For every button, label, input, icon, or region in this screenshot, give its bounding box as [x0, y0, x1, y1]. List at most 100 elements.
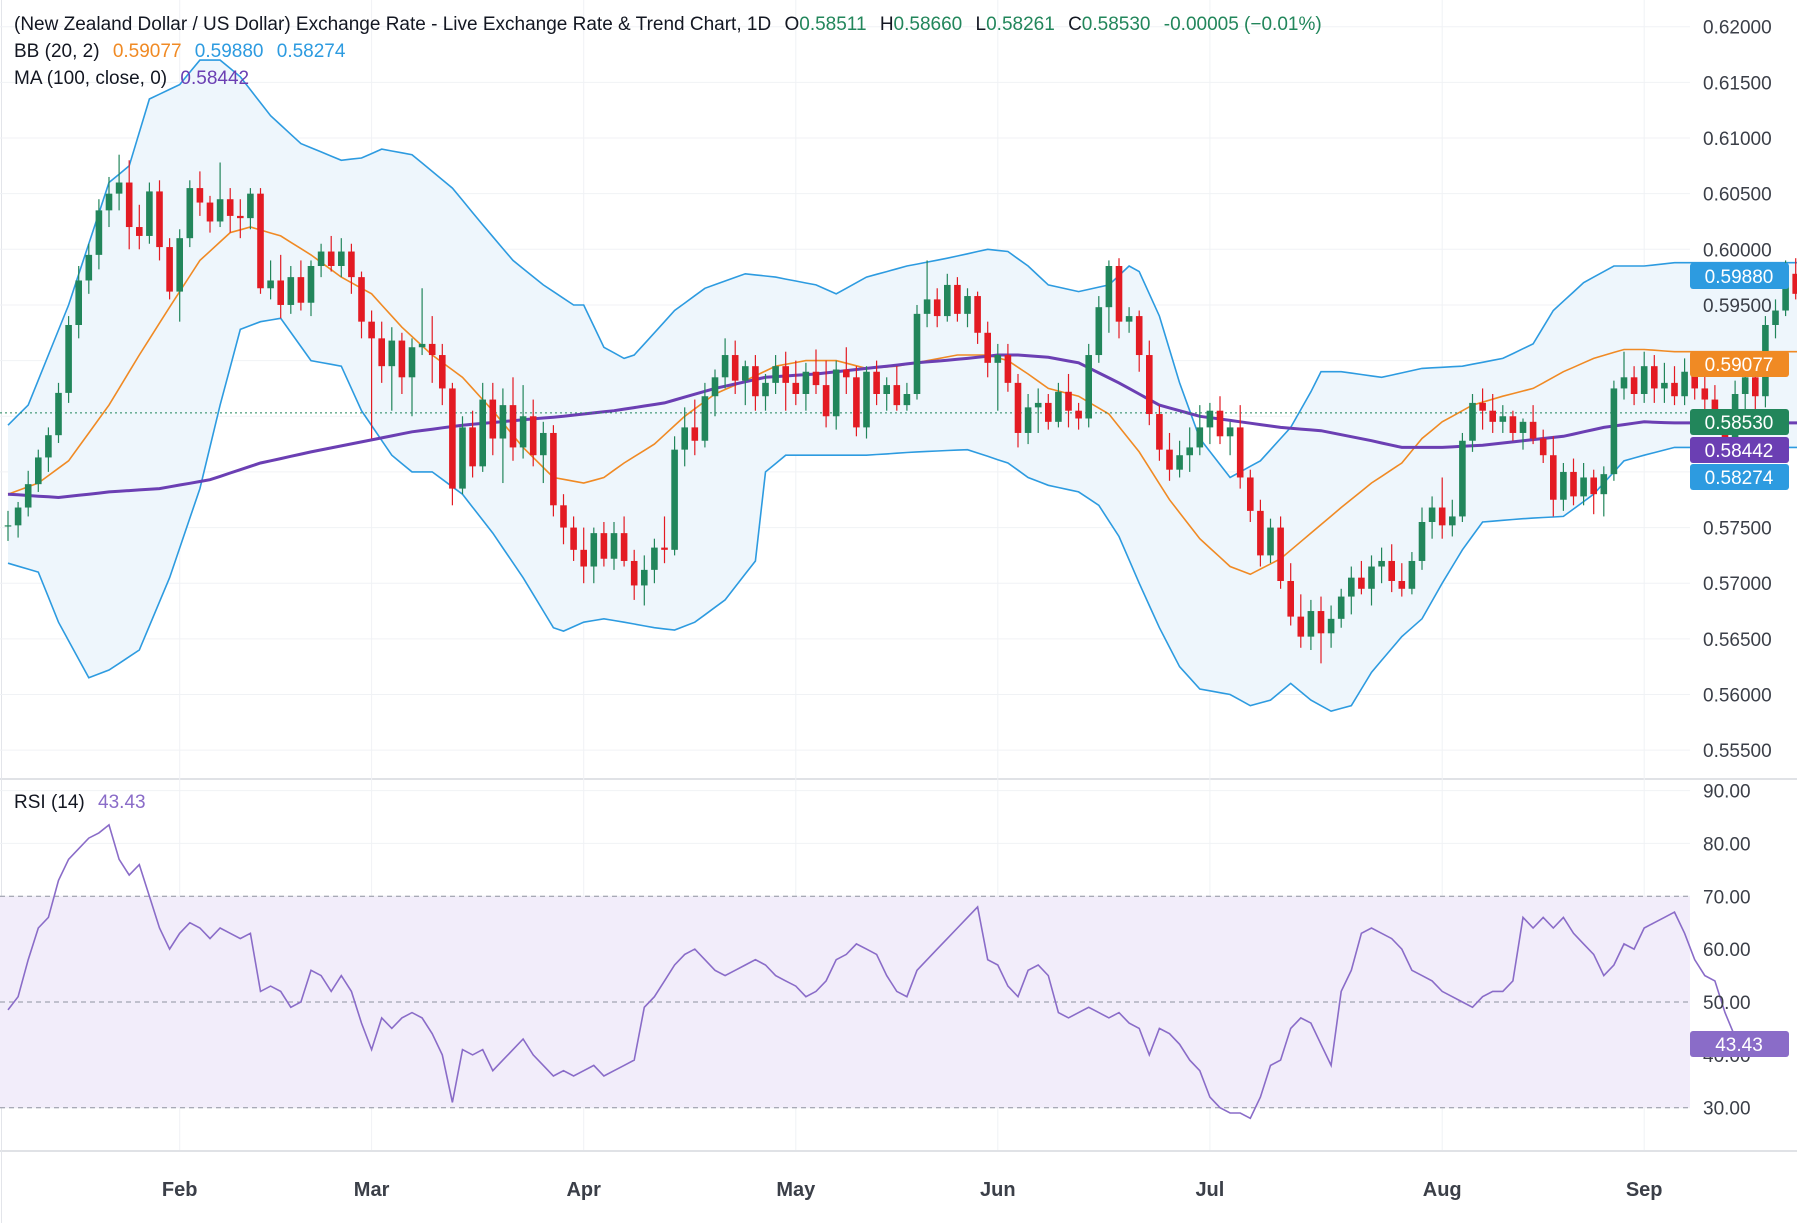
time-tick-label: Aug — [1423, 1179, 1462, 1201]
candle-body — [560, 505, 567, 528]
candle-body — [418, 343, 426, 348]
high-label: H — [879, 14, 894, 35]
candle-body — [186, 188, 194, 239]
candle-body — [1681, 371, 1688, 397]
candle-body — [35, 457, 42, 485]
ma-badge-text: 0.58442 — [1705, 441, 1774, 462]
candle-body — [1095, 307, 1103, 356]
candle-body — [1580, 477, 1587, 497]
candle-body — [1570, 471, 1577, 497]
candle-body — [1135, 316, 1143, 356]
candle-body — [540, 432, 547, 456]
ma-line — [7, 353, 1797, 500]
candle-body — [1226, 427, 1234, 437]
bollinger-band-fill — [8, 60, 1797, 712]
candle-body — [772, 366, 779, 383]
rsi-tick-label: 60.00 — [1703, 940, 1751, 961]
candle-body — [1600, 474, 1608, 495]
candle-body — [136, 227, 143, 236]
candle-body — [257, 193, 264, 289]
time-tick-label: Feb — [162, 1179, 198, 1201]
candle-body — [782, 366, 789, 383]
candle-body — [509, 405, 517, 448]
price-tick-label: 0.57500 — [1703, 519, 1772, 540]
candle-body — [1216, 410, 1224, 437]
candle-body — [428, 343, 436, 356]
candle-body — [1065, 391, 1072, 411]
rsi-tick-label: 50.00 — [1703, 993, 1751, 1014]
candle-body — [166, 247, 173, 292]
candle-body — [1610, 388, 1618, 475]
candle-body — [853, 377, 860, 428]
candle-body — [1115, 266, 1123, 322]
rsi-legend-row: RSI (14) 43.43 — [14, 792, 154, 814]
ma-legend-row: MA (100, close, 0) 0.58442 — [14, 68, 257, 90]
bb-lower-line — [7, 317, 1797, 713]
candle-body — [378, 338, 385, 367]
candle-body — [1620, 377, 1628, 389]
price-tick-label: 0.56000 — [1703, 686, 1772, 707]
candle-body — [24, 484, 32, 508]
candle-body — [1691, 371, 1698, 389]
price-tick-label: 0.62000 — [1703, 18, 1772, 39]
rsi-tick-label: 70.00 — [1703, 887, 1751, 908]
candle-body — [499, 405, 507, 439]
candle-body — [984, 332, 991, 363]
candle-body — [570, 527, 577, 550]
candle-body — [742, 366, 749, 381]
candle-body — [671, 449, 678, 550]
candle-body — [216, 199, 224, 222]
bb-lower-value: 0.58274 — [276, 41, 346, 62]
candle-body — [1499, 416, 1507, 422]
candle-body — [721, 355, 729, 378]
time-tick-label: Jun — [980, 1179, 1016, 1201]
candle-body — [964, 296, 971, 314]
candle-body — [146, 191, 153, 236]
rsi-badge — [1690, 1031, 1789, 1057]
candle-body — [863, 371, 870, 428]
bb-upper-badge-text: 0.59880 — [1705, 267, 1774, 288]
ma-value: 0.58442 — [180, 68, 250, 89]
candle-body — [550, 432, 557, 506]
candle-body — [95, 210, 103, 255]
candle-body — [974, 296, 981, 333]
candle-body — [1034, 402, 1042, 408]
candle-body — [1297, 616, 1305, 637]
ma-label: MA (100, close, 0) — [14, 68, 168, 89]
candle-body — [1772, 310, 1779, 325]
bb-basis-badge — [1690, 351, 1789, 377]
candle-body — [65, 324, 72, 393]
candle-body — [1337, 596, 1345, 619]
candle-body — [630, 560, 638, 586]
change-value: -0.00005 (−0.01%) — [1163, 14, 1322, 35]
candle-body — [661, 547, 668, 550]
candle-body — [873, 371, 880, 394]
candle-body — [338, 251, 345, 266]
rsi-tick-label: 90.00 — [1703, 782, 1751, 803]
candle-body — [176, 238, 183, 292]
bb-label: BB (20, 2) — [14, 41, 100, 62]
candle-body — [1590, 477, 1597, 495]
candle-body — [115, 182, 123, 194]
candle-body — [368, 321, 375, 339]
candle-body — [1055, 391, 1062, 422]
price-tick-label: 0.56500 — [1703, 630, 1772, 651]
price-tick-label: 0.55500 — [1703, 741, 1772, 762]
candle-body — [408, 347, 416, 378]
rsi-badge-text: 43.43 — [1715, 1035, 1763, 1056]
rsi-tick-label: 80.00 — [1703, 834, 1751, 855]
candle-body — [1651, 366, 1658, 389]
candle-body — [641, 569, 648, 586]
candle-body — [893, 385, 901, 406]
price-tick-label: 0.61000 — [1703, 129, 1772, 150]
candle-body — [85, 254, 93, 281]
axes: 0.62000 0.61500 0.61000 0.60500 0.60000 0.595… — [162, 18, 1772, 1201]
candle-body — [832, 369, 840, 417]
candle-body — [1236, 427, 1244, 478]
candle-body — [1358, 577, 1365, 589]
candle-body — [681, 427, 688, 450]
rsi-label: RSI (14) — [14, 792, 85, 813]
bb-upper-line — [7, 59, 1797, 479]
candle-body — [317, 251, 325, 266]
candle-body — [1317, 611, 1325, 634]
